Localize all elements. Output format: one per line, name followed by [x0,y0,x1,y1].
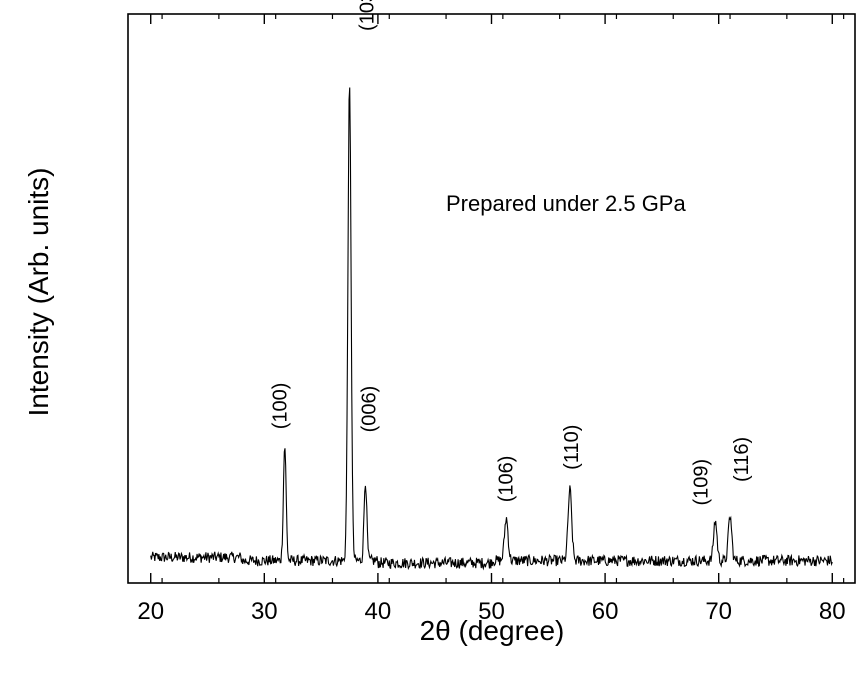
x-axis-title: 2θ (degree) [420,615,565,646]
peak-label-100: (100) [270,383,292,430]
y-axis-title: Intensity (Arb. units) [23,168,54,417]
sample-annotation: Prepared under 2.5 GPa [446,191,686,216]
peak-label-110: (110) [561,425,583,470]
x-tick-label-60: 60 [592,598,619,625]
x-tick-label-70: 70 [705,598,732,625]
peak-label-006: (006) [358,386,380,433]
x-tick-label-30: 30 [251,598,278,625]
x-axis-ticks [150,14,845,583]
peak-label-103: (103) [357,0,379,31]
x-tick-label-50: 50 [478,598,505,625]
plot-frame [127,13,856,584]
peak-label-109: (109) [690,459,712,506]
x-tick-label-20: 20 [137,598,164,625]
x-tick-label-40: 40 [365,598,392,625]
diffraction-pattern-line [150,87,833,571]
x-tick-label-80: 80 [819,598,846,625]
peak-label-106: (106) [495,456,517,503]
x-axis-tick-labels: 20 30 40 50 60 70 80 [137,598,845,625]
peak-label-116: (116) [731,437,753,482]
peak-labels: (100) (103) (006) (106) (110) (109) (116) [270,0,753,506]
